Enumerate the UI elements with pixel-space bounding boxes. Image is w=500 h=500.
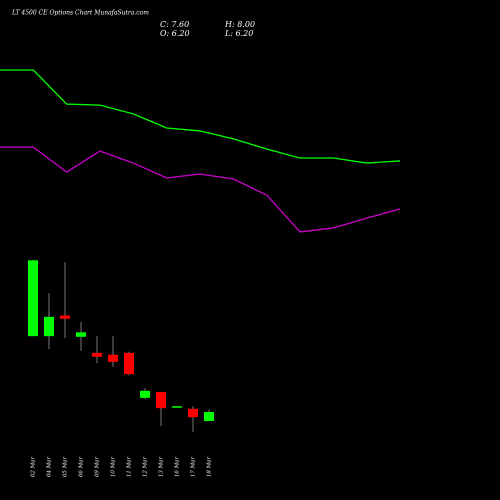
candle-body <box>76 332 86 337</box>
candle-body <box>92 352 102 357</box>
candle-body <box>188 408 198 418</box>
high-info: H: 8.00 <box>224 20 255 29</box>
x-tick-label: 16 Mar <box>175 456 181 477</box>
x-tick-label: 06 Mar <box>79 456 85 477</box>
x-tick-label: 02 Mar <box>31 456 37 477</box>
x-tick-label: 05 Mar <box>63 456 69 477</box>
indicator-line <box>0 146 401 233</box>
x-tick-label: 10 Mar <box>111 456 117 477</box>
x-tick-label: 11 Mar <box>127 456 133 477</box>
candle-body <box>156 392 166 409</box>
close-info: C: 7.60 <box>160 20 189 29</box>
x-tick-label: 04 Mar <box>47 456 53 477</box>
open-info: O: 6.20 <box>160 29 190 38</box>
x-tick-label: 17 Mar <box>191 456 197 477</box>
candle-body <box>60 315 70 319</box>
candle-body <box>108 354 118 362</box>
x-tick-label: 09 Mar <box>95 456 101 477</box>
candle-body <box>28 260 38 337</box>
candle-body <box>140 390 150 398</box>
x-tick-label: 13 Mar <box>159 456 165 477</box>
indicator-line <box>0 69 401 164</box>
candle-body <box>44 316 54 337</box>
chart-title: LT 4500 CE Options Chart MunafaSutra.com <box>11 10 149 17</box>
x-tick-label: 18 Mar <box>207 456 213 477</box>
candle-body <box>172 406 182 408</box>
low-info: L: 6.20 <box>224 29 253 38</box>
candle-body <box>204 412 214 422</box>
candle-body <box>124 352 134 375</box>
x-tick-label: 12 Mar <box>143 456 149 477</box>
